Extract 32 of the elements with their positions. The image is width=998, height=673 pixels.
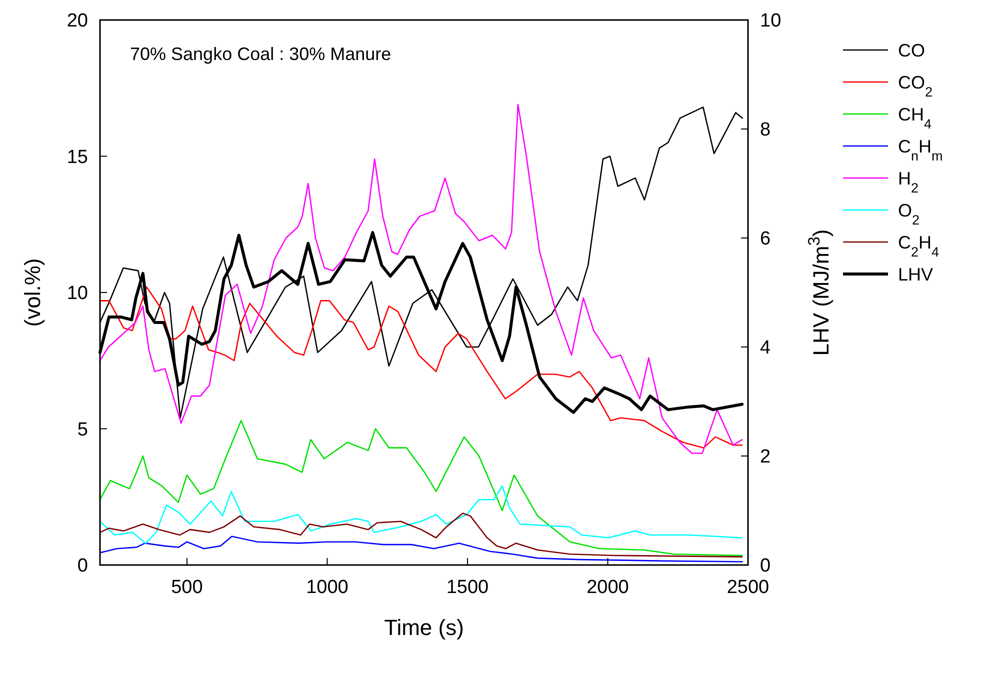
x-tick-label: 2000: [586, 577, 629, 598]
y2-tick-label: 8: [760, 120, 771, 141]
y-tick-label: 5: [77, 419, 88, 440]
y-tick-label: 10: [66, 283, 88, 304]
y2-tick-label: 10: [760, 10, 782, 32]
line-series: [99, 512, 743, 558]
y2-tick-label: 0: [760, 556, 771, 577]
legend-label: H$_{2}$: [898, 168, 919, 195]
y2-tick-label: 6: [760, 228, 771, 250]
x-tick-label: 1500: [446, 577, 489, 598]
legend-label: CO$_{2}$: [898, 72, 933, 99]
y-axis-title: (vol.%): [20, 258, 45, 327]
text: 70% Sangko Coal : 30% Manure: [130, 44, 392, 64]
y2-tick-label: 4: [760, 338, 771, 359]
x-tick-label: 2500: [726, 577, 770, 598]
line-series: [99, 286, 743, 448]
x-tick-label: 500: [171, 577, 203, 598]
legend-label: LHV: [898, 264, 934, 284]
legend-label: CH$_{4}$: [898, 104, 932, 131]
legend-label: O$_{2}$: [898, 200, 920, 227]
x-tick-label: 1000: [306, 577, 348, 598]
legend-label: C$_{n}$H$_{m}$: [898, 136, 943, 163]
line-series: [99, 536, 744, 562]
legend-label: CO: [898, 40, 925, 60]
y-tick-label: 15: [66, 146, 88, 168]
x-axis-title: Time (s): [384, 615, 464, 640]
legend-label: C$_{2}$H$_{4}$: [898, 232, 940, 259]
line-series: [99, 485, 743, 544]
y-tick-label: 0: [77, 556, 88, 577]
line-series: [99, 420, 743, 556]
y2-tick-label: 2: [760, 446, 771, 468]
y-tick-label: 20: [66, 10, 88, 32]
